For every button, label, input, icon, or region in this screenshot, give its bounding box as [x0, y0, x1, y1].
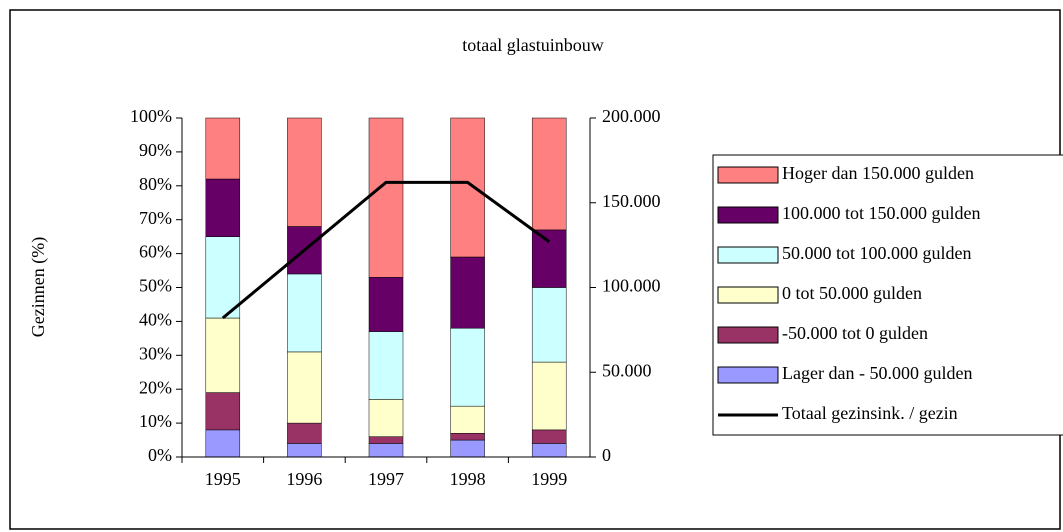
- bar-segment: [287, 422, 322, 444]
- legend-label: 0 tot 50.000 gulden: [782, 283, 922, 303]
- bar-segment: [205, 178, 241, 237]
- bar-segment: [368, 436, 404, 444]
- legend-swatch: [717, 246, 779, 264]
- legend-label: 100.000 tot 150.000 gulden: [782, 203, 981, 223]
- legend-swatch: [717, 166, 779, 184]
- bar-segment: [368, 117, 404, 278]
- y-tick-label: 60%: [139, 242, 172, 262]
- bar-segment: [368, 399, 404, 437]
- x-tick-label: 1998: [450, 469, 486, 489]
- legend-label: -50.000 tot 0 gulden: [782, 323, 928, 343]
- bar-segment: [531, 229, 567, 288]
- y-tick-label: 10%: [139, 411, 172, 431]
- legend-label: Hoger dan 150.000 gulden: [782, 163, 974, 183]
- bar-segment: [450, 405, 485, 434]
- bar-segment: [287, 117, 322, 227]
- y2-tick-label: 100.000: [602, 276, 661, 296]
- legend-swatch: [717, 286, 779, 304]
- bar-segment: [287, 273, 322, 353]
- y2-tick-label: 150.000: [602, 191, 661, 211]
- bar-segment: [287, 443, 322, 458]
- bar-segment: [287, 351, 322, 424]
- bar-segment: [450, 439, 485, 458]
- legend-swatch: [717, 366, 779, 384]
- y-axis-title: Gezinnen (%): [28, 237, 49, 337]
- y2-tick-label: 200.000: [602, 106, 661, 126]
- legend-swatch: [717, 326, 779, 344]
- bar-segment: [205, 317, 241, 393]
- bar-segment: [450, 433, 485, 441]
- bar-segment: [205, 117, 241, 180]
- legend-swatch: [717, 206, 779, 224]
- bar-segment: [450, 327, 485, 407]
- bar-segment: [205, 392, 241, 431]
- y-tick-label: 20%: [139, 377, 172, 397]
- line-series: [221, 180, 551, 320]
- x-tick-label: 1999: [531, 469, 567, 489]
- x-tick-label: 1995: [205, 469, 241, 489]
- bar-segment: [531, 287, 567, 363]
- bar-segment: [450, 117, 485, 258]
- bar-segment: [531, 429, 567, 444]
- x-tick-label: 1996: [286, 469, 322, 489]
- bar-segment: [368, 331, 404, 400]
- chart-title: totaal glastuinbouw: [462, 35, 603, 55]
- bar-segment: [205, 236, 241, 319]
- y2-tick-label: 50.000: [602, 360, 652, 380]
- y-tick-label: 70%: [139, 208, 172, 228]
- y-tick-label: 90%: [139, 140, 172, 160]
- bar-segment: [531, 117, 567, 231]
- bar-segment: [531, 443, 567, 458]
- y-tick-label: 0%: [148, 445, 172, 465]
- x-tick-label: 1997: [368, 469, 404, 489]
- y-tick-label: 50%: [139, 276, 172, 296]
- bar-segment: [205, 429, 241, 458]
- bar-segment: [368, 443, 404, 458]
- y2-tick-label: 0: [602, 445, 611, 465]
- bar-segment: [531, 361, 567, 431]
- legend-label: Lager dan - 50.000 gulden: [782, 363, 972, 383]
- legend-label: Totaal gezinsink. / gezin: [782, 403, 958, 423]
- bar-segment: [450, 256, 485, 329]
- y-tick-label: 30%: [139, 343, 172, 363]
- y-tick-label: 40%: [139, 310, 172, 330]
- legend-label: 50.000 tot 100.000 gulden: [782, 243, 972, 263]
- y-tick-label: 80%: [139, 174, 172, 194]
- bar-segment: [368, 277, 404, 332]
- y-tick-label: 100%: [130, 106, 172, 126]
